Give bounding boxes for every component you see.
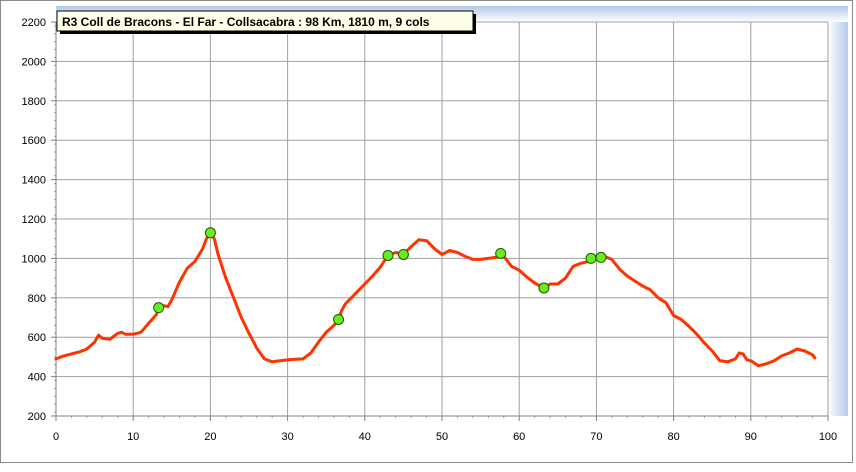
col-marker (153, 302, 165, 314)
y-tick-label: 2000 (22, 56, 46, 68)
x-tick-label: 50 (436, 431, 448, 443)
y-axis: 200 400 600 800 1000 1200 1400 1600 1800 2000 2200 (22, 17, 57, 423)
y-tick-label: 1600 (22, 135, 46, 147)
col-marker (333, 313, 345, 325)
x-tick-label: 0 (53, 431, 59, 443)
col-marker (382, 249, 394, 261)
col-marker (538, 282, 550, 294)
chart-title: R3 Coll de Bracons - El Far - Collsacabr… (62, 15, 430, 29)
col-marker (595, 251, 607, 263)
y-tick-label: 1200 (22, 214, 46, 226)
y-tick-label: 600 (28, 332, 46, 344)
col-marker (204, 227, 216, 239)
chart-shade-right (828, 6, 848, 416)
y-tick-label: 2200 (22, 17, 46, 29)
x-axis: 0 10 20 30 40 50 60 70 80 90 100 (53, 415, 837, 443)
y-tick-label: 800 (28, 293, 46, 305)
y-tick-label: 400 (28, 372, 46, 384)
title-box: R3 Coll de Bracons - El Far - Collsacabr… (56, 10, 476, 34)
x-tick-label: 30 (281, 431, 293, 443)
x-tick-label: 10 (127, 431, 139, 443)
x-tick-label: 80 (667, 431, 679, 443)
y-tick-label: 1800 (22, 96, 46, 108)
col-marker (397, 248, 409, 260)
series-layer (54, 231, 817, 368)
col-marker (585, 252, 597, 264)
x-tick-label: 90 (745, 431, 757, 443)
y-tick-label: 200 (28, 411, 46, 423)
col-markers (153, 227, 607, 325)
grid-lines (56, 21, 829, 417)
x-tick-label: 60 (513, 431, 525, 443)
y-tick-label: 1000 (22, 253, 46, 265)
elevation-line (54, 231, 817, 368)
col-marker (495, 247, 507, 259)
x-tick-label: 40 (359, 431, 371, 443)
y-tick-label: 1400 (22, 175, 46, 187)
x-tick-label: 70 (590, 431, 602, 443)
x-tick-label: 100 (819, 431, 837, 443)
x-tick-label: 20 (204, 431, 216, 443)
